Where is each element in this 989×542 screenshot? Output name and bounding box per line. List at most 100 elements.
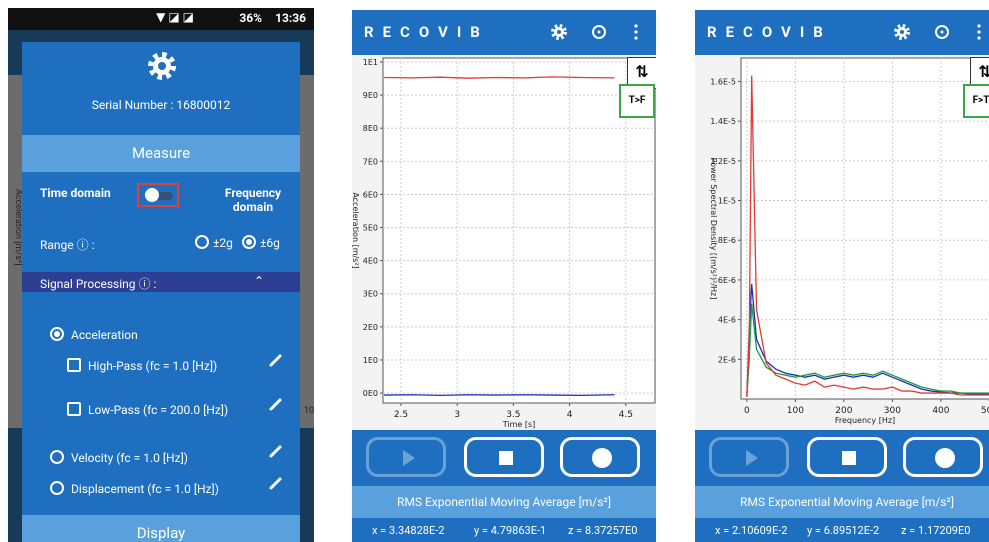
x-axis-title: Frequency [Hz] [835, 416, 895, 425]
collapse-caret[interactable]: ⌃ [254, 274, 265, 288]
domain-switch-button[interactable]: F>T [963, 84, 989, 118]
app-logo: RECOVIB [707, 23, 832, 41]
x-tick-label: 400 [932, 406, 949, 416]
time-screen: RECOVIB 0E0 1E0 2E0 3E0 4E0 5E0 6E0 7E0 8E0 9E0 1E… [352, 10, 656, 542]
signal-processing-header: Signal Processing ⓘ : ⌃ [22, 272, 300, 292]
option-label: Velocity (fc = 1.0 [Hz]) [71, 451, 188, 465]
axis-swap-button[interactable]: ⇅ [627, 57, 656, 89]
rms-value: y = 4.79863E-1 [474, 524, 547, 537]
app-bar: RECOVIB [352, 10, 656, 55]
control-bar [352, 430, 656, 486]
plot-area [740, 57, 989, 400]
edit-icons[interactable] [268, 352, 284, 492]
control-bar [695, 430, 989, 486]
rms-value: y = 6.89512E-2 [807, 524, 880, 537]
y-axis-title: Acceleration [m/s²] [352, 192, 360, 268]
settings-dialog: Serial Number : 16800012 Measure Time do… [22, 42, 300, 542]
x-tick-label: 200 [835, 406, 852, 416]
y-tick-label: 7E0 [363, 157, 378, 166]
rms-title: RMS Exponential Moving Average [m/s²] [695, 486, 989, 518]
x-tick-label: 500 [981, 406, 989, 416]
status-bar: 36% 13:36 ▼ ◪ ◪ [8, 8, 314, 30]
plot-area [382, 57, 656, 404]
status-icons: ▼ ◪ ◪ [156, 10, 194, 24]
settings-screen: 36% 13:36 ▼ ◪ ◪ Acceleration [m/s²] 10 S… [8, 8, 314, 542]
x-tick-label: 3 [454, 410, 460, 420]
y-tick-label: 2E0 [363, 323, 378, 332]
y-tick-label: 4E0 [363, 257, 378, 266]
play-button[interactable] [709, 437, 789, 477]
gear-icon [148, 52, 176, 80]
option-checkbox[interactable] [67, 402, 81, 416]
background-tick: 10 [304, 406, 314, 416]
app-bar-icons[interactable] [893, 23, 989, 43]
app-logo: RECOVIB [364, 23, 489, 41]
y-axis-title: Power Spectral Density [(m/s²)²/Hz] [709, 158, 718, 300]
domain-switch-button[interactable]: T>F [619, 84, 655, 118]
option-radio[interactable] [50, 481, 64, 495]
stop-button[interactable] [464, 437, 544, 477]
time-domain-label: Time domain [40, 186, 111, 200]
y-tick-label: 9E0 [363, 91, 378, 100]
option-radio[interactable] [50, 450, 64, 464]
series-line [746, 75, 989, 398]
record-button[interactable] [903, 437, 983, 477]
y-tick-label: 5E0 [363, 224, 378, 233]
signal-processing-label: Signal Processing ⓘ : [40, 277, 157, 291]
x-tick-label: 100 [787, 406, 804, 416]
stop-button[interactable] [807, 437, 887, 477]
rms-values: x = 2.10609E-2 y = 6.89512E-2 z = 1.1720… [695, 518, 989, 542]
x-tick-label: 3.5 [506, 410, 520, 420]
option-label: Displacement (fc = 1.0 [Hz]) [71, 482, 219, 496]
chart: 2E-6 4E-6 6E-6 8E-6 1E-5 1.2E-5 1.4E-5 1.6E-5 0 1… [709, 57, 989, 425]
y-tick-label: 0E0 [363, 389, 378, 398]
rms-values: x = 3.34828E-2 y = 4.79863E-1 z = 8.3725… [352, 518, 656, 542]
chart: 0E0 1E0 2E0 3E0 4E0 5E0 6E0 7E0 8E0 9E0 1E1 2.5 3 3.5… [352, 57, 656, 429]
x-tick-label: 300 [884, 406, 901, 416]
x-tick-label: 4 [567, 410, 573, 420]
serial-number: Serial Number : 16800012 [91, 98, 231, 112]
domain-toggle[interactable] [137, 183, 179, 207]
option-radio[interactable] [50, 327, 64, 341]
y-tick-label: 3E0 [363, 290, 378, 299]
option-label: High-Pass (fc = 1.0 [Hz]) [88, 359, 218, 373]
x-tick-label: 2.5 [394, 410, 408, 420]
y-tick-label: 1E0 [363, 356, 378, 365]
display-header: Display [22, 515, 300, 542]
range-radio[interactable] [195, 235, 209, 249]
series-line [384, 76, 615, 79]
rms-value: z = 1.17209E0 [901, 524, 971, 537]
frequency-domain-label: Frequency domain [224, 186, 282, 214]
y-tick-label: 6E-6 [718, 276, 736, 285]
y-tick-label: 1E-5 [718, 197, 736, 206]
x-axis-title: Time [s] [502, 420, 536, 429]
record-button[interactable] [560, 437, 640, 477]
y-tick-label: 1.6E-5 [710, 77, 736, 86]
range-radio[interactable] [242, 235, 256, 249]
option-label: Acceleration [71, 328, 138, 342]
series-line [384, 394, 615, 397]
x-tick-label: 0 [744, 406, 750, 416]
frequency-screen: RECOVIB 2E-6 4E-6 6E-6 8E-6 1E-5 1.2E-5 1.4E-5… [695, 10, 989, 542]
y-tick-label: 4E-6 [718, 316, 736, 325]
range-option: ±6g [260, 236, 280, 250]
y-tick-label: 1.2E-5 [710, 157, 736, 166]
battery: 36% [239, 11, 262, 25]
rms-title: RMS Exponential Moving Average [m/s²] [352, 486, 656, 518]
range-label: Range ⓘ : [40, 238, 95, 252]
y-tick-label: 1.4E-5 [710, 117, 736, 126]
rms-value: x = 2.10609E-2 [715, 524, 788, 537]
app-bar: RECOVIB [695, 10, 989, 55]
x-tick-label: 4.5 [619, 410, 633, 420]
y-tick-label: 6E0 [363, 190, 378, 199]
rms-value: x = 3.34828E-2 [372, 524, 445, 537]
app-bar-icons[interactable] [550, 23, 640, 43]
clock: 13:36 [275, 11, 306, 25]
option-checkbox[interactable] [67, 358, 81, 372]
measure-header: Measure [22, 135, 300, 172]
play-button[interactable] [366, 437, 446, 477]
rms-value: z = 8.37257E0 [568, 524, 638, 537]
y-tick-label: 8E-6 [718, 236, 736, 245]
y-tick-label: 1E1 [363, 58, 378, 67]
